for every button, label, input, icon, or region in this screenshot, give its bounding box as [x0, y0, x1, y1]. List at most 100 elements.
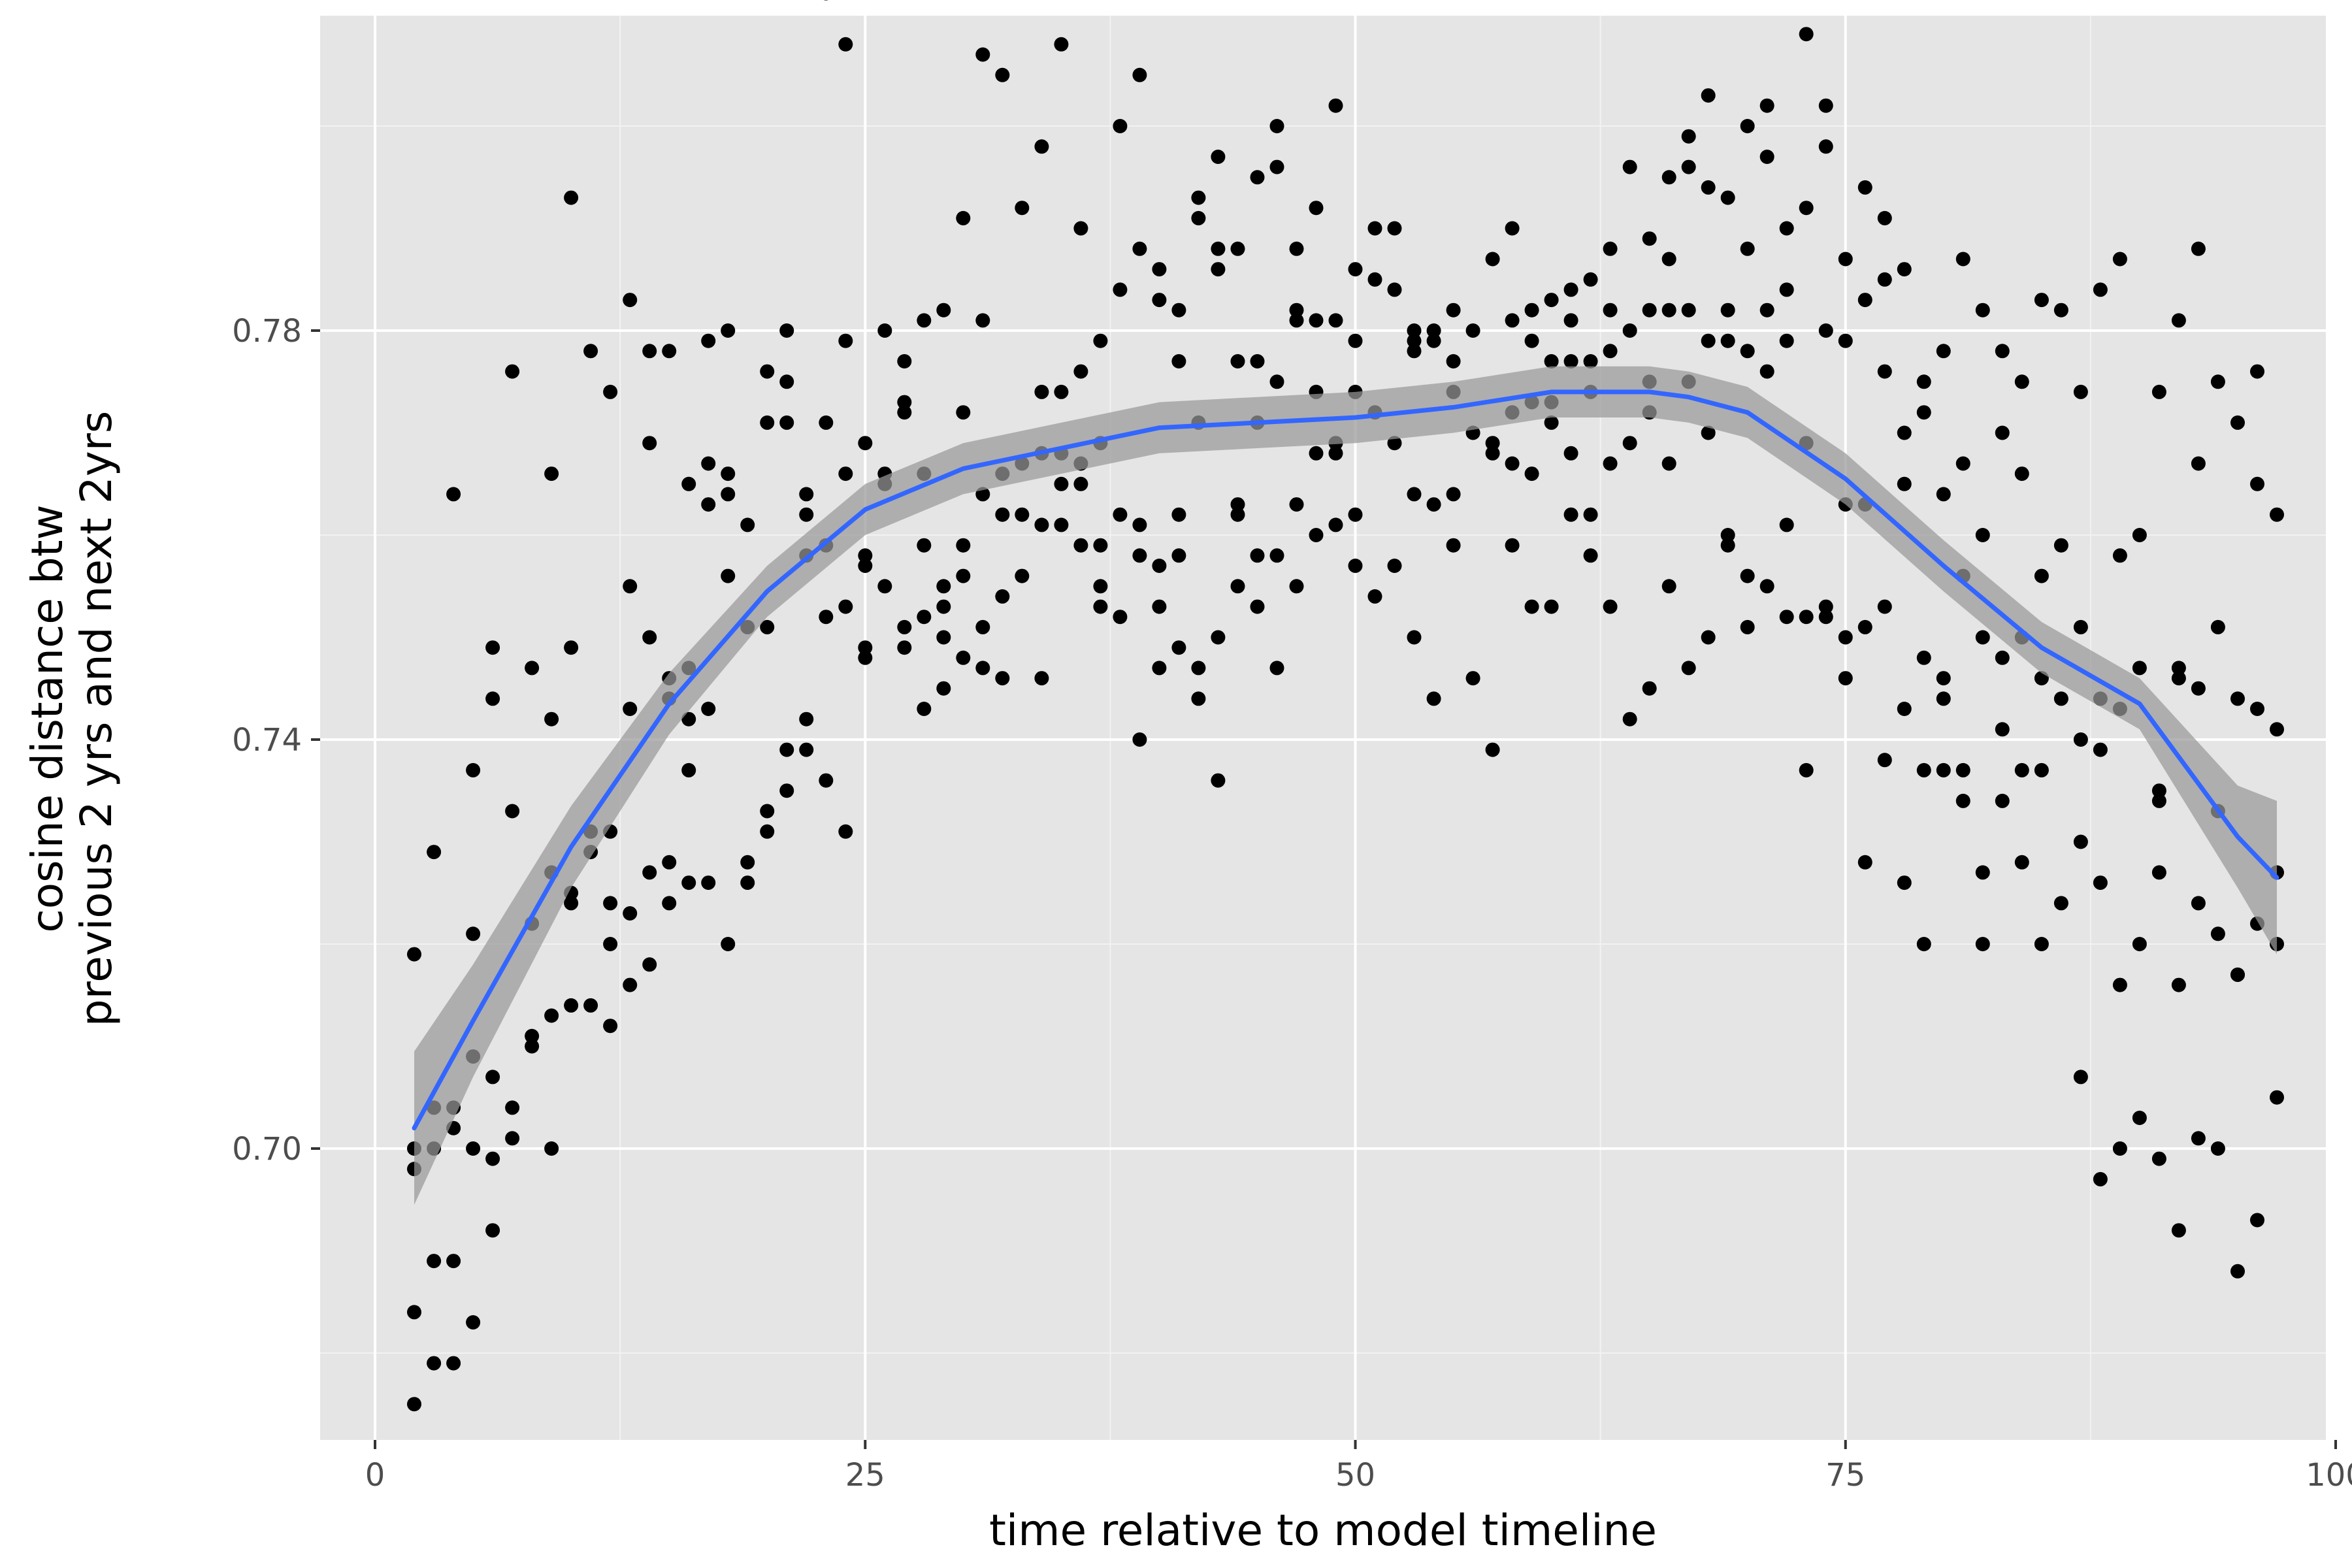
data-point [1524, 302, 1539, 318]
data-point [1348, 262, 1363, 277]
data-point [721, 323, 736, 338]
data-point [2132, 937, 2147, 951]
data-point [642, 630, 657, 645]
data-point [1073, 364, 1088, 379]
data-point [1916, 762, 1931, 777]
data-point [819, 415, 834, 430]
data-point [564, 640, 579, 655]
data-point [485, 640, 500, 655]
data-point [1407, 323, 1422, 338]
data-point [1740, 344, 1755, 359]
data-point [1171, 548, 1186, 563]
data-point [1211, 262, 1226, 277]
data-point [995, 67, 1010, 82]
data-point [1681, 159, 1696, 174]
data-point [1485, 436, 1500, 451]
data-point [1309, 313, 1324, 328]
data-point [662, 896, 677, 911]
data-point [1407, 487, 1422, 502]
data-point [701, 497, 716, 512]
data-point [466, 926, 481, 941]
data-point [1642, 681, 1657, 696]
x-tick-label: 0 [365, 1457, 385, 1494]
data-point [2210, 374, 2225, 389]
data-point [1524, 333, 1539, 348]
data-point [1191, 691, 1206, 706]
data-point [1269, 374, 1284, 389]
data-point [1563, 507, 1578, 522]
data-point [485, 1151, 500, 1166]
data-point [1936, 671, 1951, 686]
data-point [1073, 221, 1088, 236]
data-point [1740, 619, 1755, 634]
data-point [1701, 88, 1716, 103]
data-point [1799, 610, 1814, 625]
data-point [936, 681, 951, 696]
data-point [1563, 446, 1578, 461]
data-point [799, 507, 814, 522]
data-point [2073, 619, 2088, 634]
data-point [544, 711, 559, 727]
data-point [701, 333, 716, 348]
data-point [2053, 691, 2068, 706]
data-point [427, 845, 442, 860]
data-point [1838, 333, 1853, 348]
data-point [721, 937, 736, 951]
axis-ticks [311, 329, 2338, 1449]
data-point [1818, 98, 1833, 113]
data-point [1309, 528, 1324, 542]
data-point [564, 998, 579, 1013]
data-point [1622, 159, 1637, 174]
data-point [525, 1039, 540, 1054]
data-point [2093, 282, 2108, 297]
data-point [1681, 661, 1696, 676]
data-point [1995, 793, 2010, 808]
y-tick-label: 0.78 [232, 313, 302, 350]
data-point [1289, 241, 1304, 256]
data-point [1779, 610, 1794, 625]
data-point [1995, 425, 2010, 440]
data-point [956, 538, 971, 553]
data-point [2151, 783, 2166, 798]
data-point [1328, 313, 1343, 328]
data-point [1995, 650, 2010, 665]
data-point [544, 1008, 559, 1023]
data-point [583, 344, 598, 359]
data-point [1407, 333, 1422, 348]
data-point [1661, 456, 1676, 471]
tick-labels: 0 25 50 75 100 0.70 0.74 0.78 [232, 313, 2352, 1494]
data-point [1759, 302, 1774, 318]
data-point [1857, 180, 1872, 195]
data-point [1661, 302, 1676, 318]
data-point [2250, 476, 2264, 491]
data-point [1897, 262, 1912, 277]
data-point [1877, 753, 1892, 768]
data-point [1211, 241, 1226, 256]
data-point [1603, 599, 1618, 614]
data-point [1191, 190, 1206, 205]
data-point [1740, 241, 1755, 256]
data-point [779, 415, 794, 430]
data-point [1603, 302, 1618, 318]
data-point [2171, 671, 2186, 686]
data-point [1250, 599, 1265, 614]
data-point [1015, 201, 1030, 216]
data-point [1230, 579, 1245, 594]
data-point [1426, 323, 1441, 338]
data-point [858, 559, 873, 573]
data-point [1015, 507, 1030, 522]
data-point [1661, 252, 1676, 267]
data-point [583, 998, 598, 1013]
data-point [779, 742, 794, 757]
data-point [1328, 98, 1343, 113]
data-point [936, 599, 951, 614]
data-point [779, 783, 794, 798]
data-point [1426, 333, 1441, 348]
data-point [485, 1070, 500, 1085]
data-point [1211, 150, 1226, 164]
data-point [1975, 302, 1990, 318]
data-point [2171, 661, 2186, 676]
data-point [1955, 456, 1970, 471]
data-point [2191, 681, 2206, 696]
major-gridlines [320, 16, 2338, 1440]
